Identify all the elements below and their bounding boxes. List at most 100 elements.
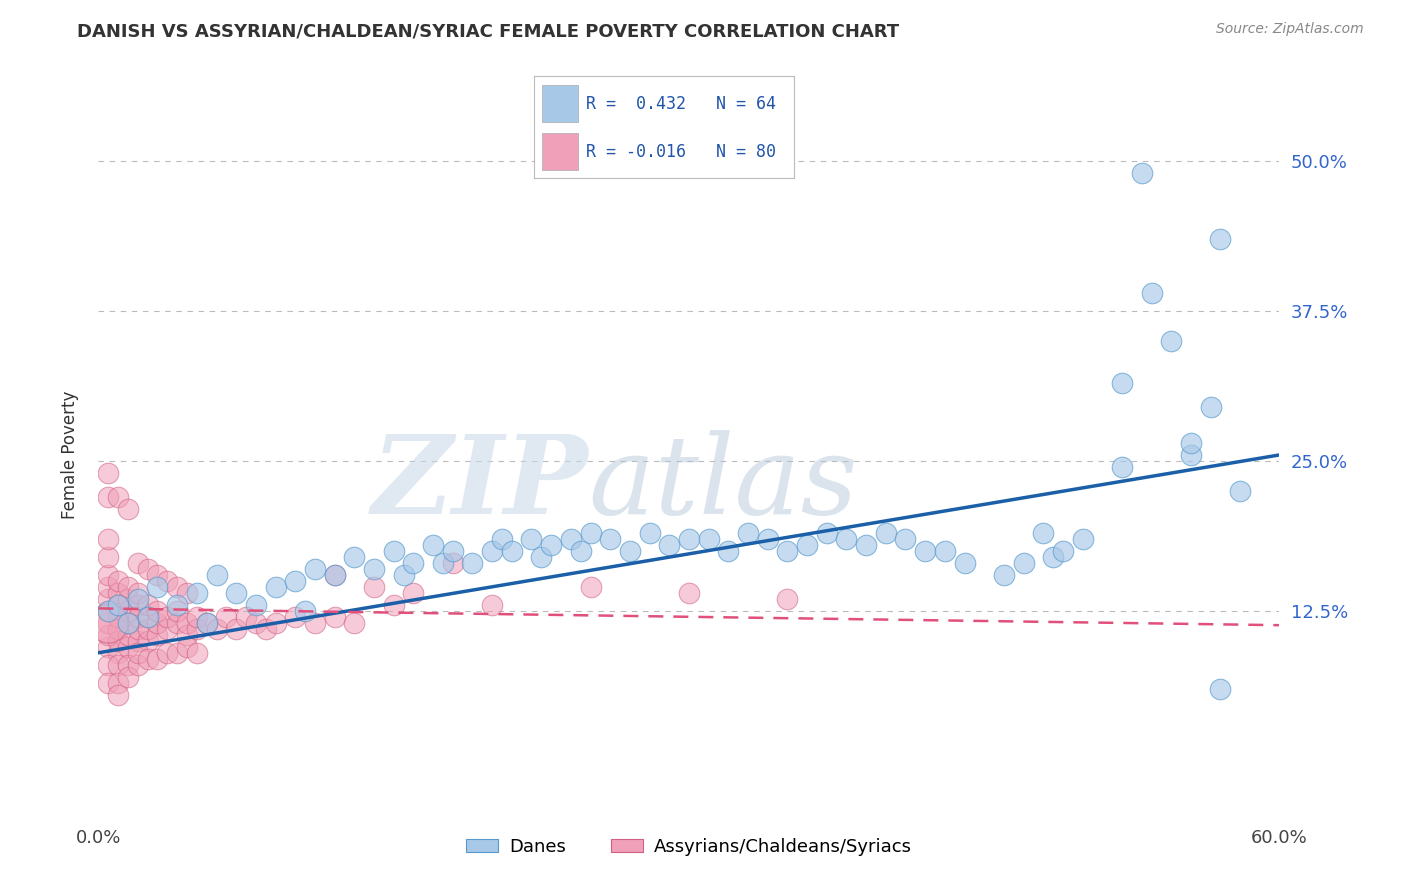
Point (136, 609, 159, 624)
Point (156, 609, 179, 624)
Point (107, 657, 129, 672)
Point (107, 574, 129, 588)
Point (136, 622, 159, 636)
Point (264, 580, 287, 594)
Point (815, 525, 838, 540)
Point (481, 544, 503, 558)
Point (97, 628, 120, 642)
Point (205, 567, 228, 582)
Point (97, 615, 120, 630)
Point (97, 657, 120, 672)
Point (186, 622, 208, 636)
Point (107, 675, 129, 690)
Point (461, 556, 484, 570)
Point (215, 609, 238, 624)
Point (97, 466, 120, 480)
Point (97, 490, 120, 504)
Point (737, 525, 759, 540)
Point (717, 544, 740, 558)
Point (284, 574, 307, 588)
Point (136, 609, 159, 624)
Point (127, 598, 149, 612)
Point (1229, 483, 1251, 498)
Point (97, 604, 120, 618)
Point (127, 591, 149, 606)
Point (136, 633, 159, 648)
Point (520, 532, 543, 546)
Point (855, 538, 877, 552)
Point (284, 609, 307, 624)
Point (363, 562, 385, 576)
Point (402, 586, 425, 600)
Point (176, 640, 198, 654)
Point (97, 532, 120, 546)
Point (225, 586, 247, 600)
Point (875, 525, 897, 540)
Point (392, 567, 415, 582)
Point (107, 609, 129, 624)
Point (117, 615, 139, 630)
Point (146, 628, 169, 642)
Point (97, 580, 120, 594)
Point (117, 501, 139, 516)
Point (117, 670, 139, 684)
Point (294, 604, 316, 618)
Text: R = -0.016   N = 80: R = -0.016 N = 80 (586, 143, 776, 161)
Point (146, 652, 169, 666)
Point (776, 591, 799, 606)
Point (127, 556, 149, 570)
Point (1180, 448, 1202, 462)
Point (1111, 376, 1133, 390)
Point (678, 532, 700, 546)
Point (422, 538, 444, 552)
Point (619, 544, 641, 558)
Point (156, 646, 179, 660)
Point (1111, 459, 1133, 474)
Point (776, 544, 799, 558)
Point (638, 525, 661, 540)
Point (186, 646, 208, 660)
Point (107, 688, 129, 702)
Point (166, 646, 188, 660)
Point (97, 604, 120, 618)
Point (107, 598, 129, 612)
Point (530, 549, 553, 564)
Point (796, 538, 818, 552)
Point (117, 640, 139, 654)
Point (117, 628, 139, 642)
Point (107, 646, 129, 660)
Point (245, 615, 267, 630)
Point (166, 604, 188, 618)
Point (117, 580, 139, 594)
Point (127, 633, 149, 648)
Point (117, 591, 139, 606)
Text: DANISH VS ASSYRIAN/CHALDEAN/SYRIAC FEMALE POVERTY CORRELATION CHART: DANISH VS ASSYRIAN/CHALDEAN/SYRIAC FEMAL… (77, 22, 900, 40)
Point (343, 615, 366, 630)
Point (176, 615, 198, 630)
Point (658, 538, 681, 552)
Point (835, 532, 858, 546)
Point (136, 562, 159, 576)
Point (107, 633, 129, 648)
Point (678, 586, 700, 600)
Point (569, 544, 592, 558)
Point (382, 544, 405, 558)
Y-axis label: Female Poverty: Female Poverty (60, 391, 79, 519)
Point (579, 525, 602, 540)
Text: ZIP: ZIP (373, 431, 589, 538)
Point (235, 609, 257, 624)
Point (97, 675, 120, 690)
Point (501, 544, 523, 558)
Point (107, 586, 129, 600)
Text: Source: ZipAtlas.com: Source: ZipAtlas.com (1216, 22, 1364, 37)
Point (1180, 436, 1202, 450)
Point (579, 580, 602, 594)
Point (1052, 544, 1074, 558)
Point (97, 640, 120, 654)
Point (117, 615, 139, 630)
Point (1199, 400, 1222, 414)
Point (1209, 232, 1232, 246)
Point (117, 604, 139, 618)
Point (166, 598, 188, 612)
Point (107, 490, 129, 504)
